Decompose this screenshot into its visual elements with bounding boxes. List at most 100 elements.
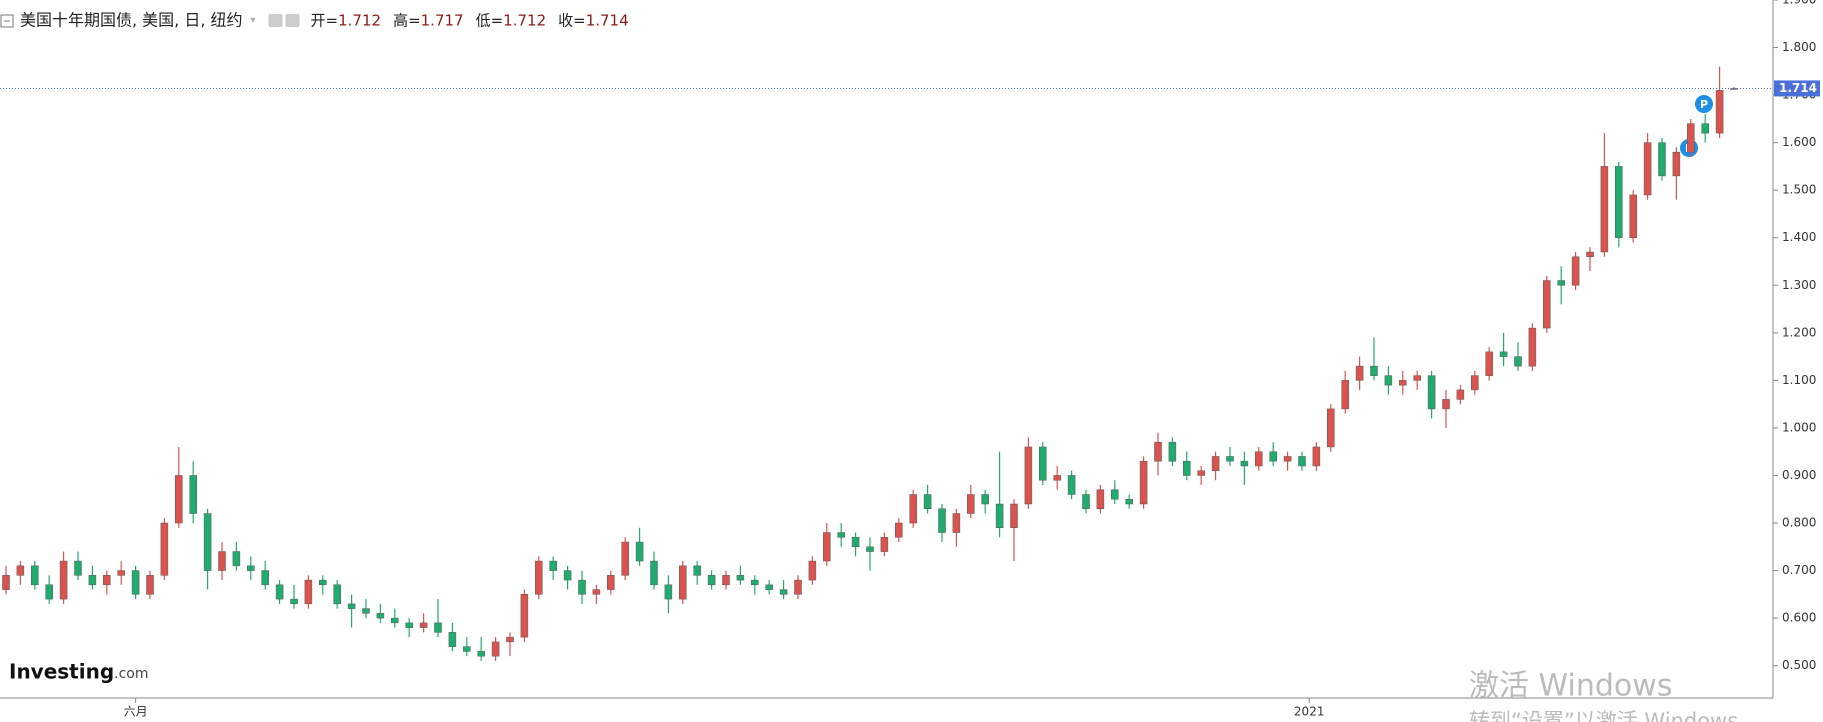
candle-body	[419, 622, 428, 628]
dropdown-caret: ▾	[251, 15, 256, 26]
ohlc-value: 1.717	[421, 12, 464, 30]
candle-body	[1053, 475, 1061, 481]
candle-body	[1255, 451, 1263, 467]
candle-body	[477, 651, 485, 657]
candle-body	[175, 475, 183, 524]
candle-body	[1384, 375, 1393, 386]
y-tick-label: 1.500	[1782, 183, 1816, 197]
collapse-icon[interactable]	[0, 14, 14, 28]
candle-body	[1615, 166, 1623, 238]
candle-body	[722, 575, 730, 586]
candle-body	[621, 541, 629, 576]
y-tick-label: 1.400	[1782, 230, 1816, 244]
candle-body	[1183, 460, 1191, 476]
y-tick-label: 1.000	[1782, 420, 1816, 434]
candle-body	[232, 551, 241, 567]
candle-body	[1413, 375, 1421, 381]
candle-body	[679, 565, 687, 600]
candle-body	[1471, 375, 1479, 391]
candle-body	[693, 565, 701, 576]
candle-body	[779, 589, 788, 595]
candle-body	[1370, 365, 1378, 376]
brand-suffix: .com	[114, 666, 148, 682]
candle-body	[189, 475, 197, 514]
candle-body	[1211, 456, 1220, 471]
candle-body	[16, 565, 25, 576]
candle-body	[1039, 446, 1047, 481]
y-tick-label: 0.700	[1782, 563, 1816, 577]
y-tick-label: 0.500	[1782, 658, 1816, 672]
candle-body	[1543, 280, 1551, 329]
candle-body	[1125, 499, 1133, 505]
candle-body	[203, 513, 212, 571]
y-tick-label: 0.600	[1782, 611, 1816, 625]
candle-body	[1355, 365, 1364, 381]
candle-body	[333, 584, 341, 605]
watermark: 转到“设置”以激活 Windows。	[1469, 709, 1759, 722]
candle-body	[290, 598, 298, 605]
candle-body	[304, 579, 313, 605]
candle-body	[751, 579, 759, 586]
candle-body	[1456, 389, 1465, 400]
candle-body	[1010, 503, 1018, 529]
watermark: 激活 Windows	[1469, 669, 1672, 704]
candle-body	[1096, 489, 1105, 510]
candle-body	[1442, 399, 1450, 410]
candle-body	[319, 579, 327, 586]
candle-body	[1643, 142, 1652, 196]
candle-body	[1283, 456, 1292, 462]
event-marker-label: P	[1700, 98, 1708, 111]
candle-body	[549, 560, 557, 571]
candle-body	[376, 613, 385, 619]
candle-body	[952, 513, 961, 533]
candle-body	[535, 560, 543, 595]
candle-body	[247, 565, 255, 571]
ohlc-label: 开=	[311, 12, 339, 30]
ohlc-label: 低=	[476, 12, 504, 30]
y-tick-label: 1.600	[1782, 135, 1816, 149]
candle-body	[592, 589, 601, 595]
y-tick-label: 1.900	[1782, 0, 1816, 7]
candle-body	[1399, 380, 1407, 386]
candle-body	[880, 537, 889, 552]
candle-body	[1269, 451, 1277, 462]
candle-body	[1715, 90, 1724, 134]
y-tick-label: 1.800	[1782, 40, 1816, 54]
event-marker[interactable]	[1695, 95, 1713, 113]
y-tick-label: 1.300	[1782, 278, 1816, 292]
candle-body	[1427, 375, 1436, 410]
candle-body	[520, 594, 529, 638]
candle-body	[1672, 151, 1681, 177]
candle-body	[1298, 456, 1306, 467]
candle-body	[275, 584, 284, 600]
chart-title: 美国十年期国债, 美国, 日, 纽约	[20, 11, 243, 30]
last-price-box	[1774, 80, 1820, 97]
settings-icon	[268, 14, 283, 27]
candle-body	[1586, 251, 1594, 258]
candle-body	[794, 579, 802, 595]
candle-body	[1499, 351, 1508, 357]
candle-body	[1629, 194, 1637, 238]
candle-body	[261, 570, 269, 586]
candle-body	[981, 494, 989, 505]
candle-body	[160, 522, 169, 576]
candle-body	[2, 575, 10, 590]
y-tick-label: 0.900	[1782, 468, 1816, 482]
candle-body	[1514, 356, 1522, 367]
candle-body	[1341, 380, 1349, 410]
candle-body	[563, 570, 572, 581]
x-tick-label: 六月	[124, 705, 148, 719]
candle-body	[1082, 494, 1090, 510]
candle-body	[434, 622, 442, 633]
candle-body	[463, 646, 471, 652]
candle-body	[1240, 460, 1249, 467]
y-tick-label: 1.200	[1782, 325, 1816, 339]
ohlc-value: 1.712	[503, 12, 546, 30]
candle-body	[391, 617, 399, 624]
candle-body	[103, 575, 111, 586]
y-tick-label: 0.800	[1782, 516, 1816, 530]
candle-body	[1327, 408, 1335, 448]
